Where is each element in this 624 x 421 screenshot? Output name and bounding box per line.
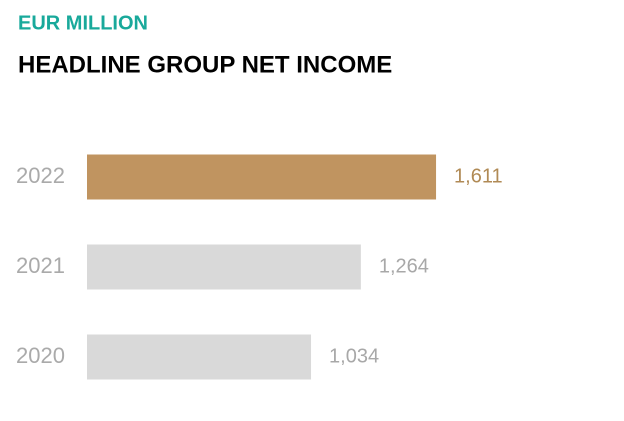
chart-subtitle: EUR MILLION (18, 12, 148, 34)
y-tick-label: 2021 (16, 253, 65, 278)
bar (87, 244, 361, 290)
value-label: 1,034 (329, 345, 379, 367)
bar (87, 154, 437, 200)
bar (87, 334, 312, 380)
y-tick-label: 2020 (16, 343, 65, 368)
value-label: 1,264 (379, 255, 429, 277)
value-label: 1,611 (454, 165, 503, 187)
y-tick-label: 2022 (16, 163, 65, 188)
chart-title: HEADLINE GROUP NET INCOME (18, 51, 392, 78)
